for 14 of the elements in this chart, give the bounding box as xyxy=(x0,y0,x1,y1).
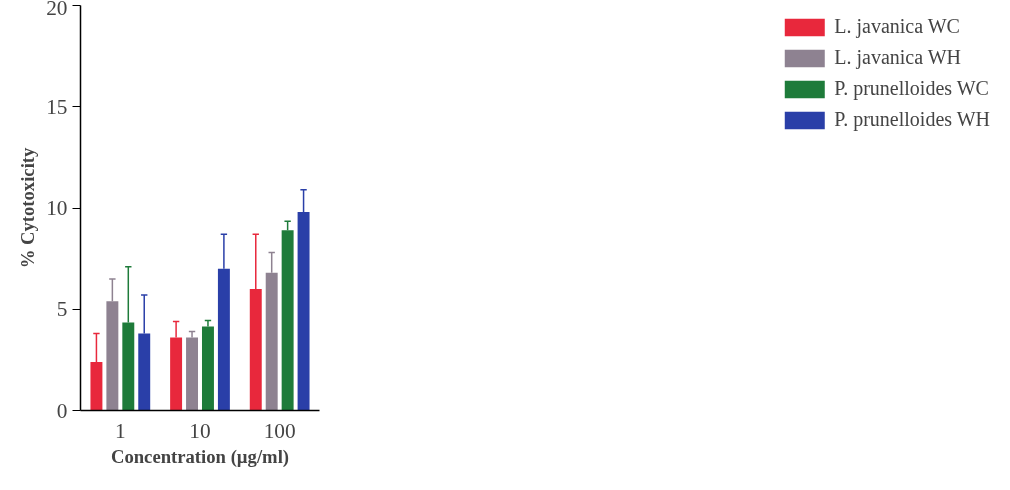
y-tick-label: 0 xyxy=(56,398,68,423)
y-axis-title: % Cytotoxicity xyxy=(17,146,39,269)
y-tick-label: 5 xyxy=(56,297,68,322)
x-tick-label: 10 xyxy=(189,418,211,443)
legend-label: L. javanica WH xyxy=(834,46,962,69)
x-axis-title: Concentration (µg/ml) xyxy=(110,445,290,468)
x-tick-label: 100 xyxy=(263,418,296,443)
legend-label: P. prunelloides WH xyxy=(834,108,990,131)
legend-label: P. prunelloides WC xyxy=(834,77,989,100)
legend-label: L. javanica WC xyxy=(834,15,960,38)
y-tick-label: 20 xyxy=(46,0,68,20)
y-tick-label: 15 xyxy=(46,94,68,119)
x-tick-label: 1 xyxy=(115,418,126,443)
y-tick-label: 10 xyxy=(46,196,68,220)
